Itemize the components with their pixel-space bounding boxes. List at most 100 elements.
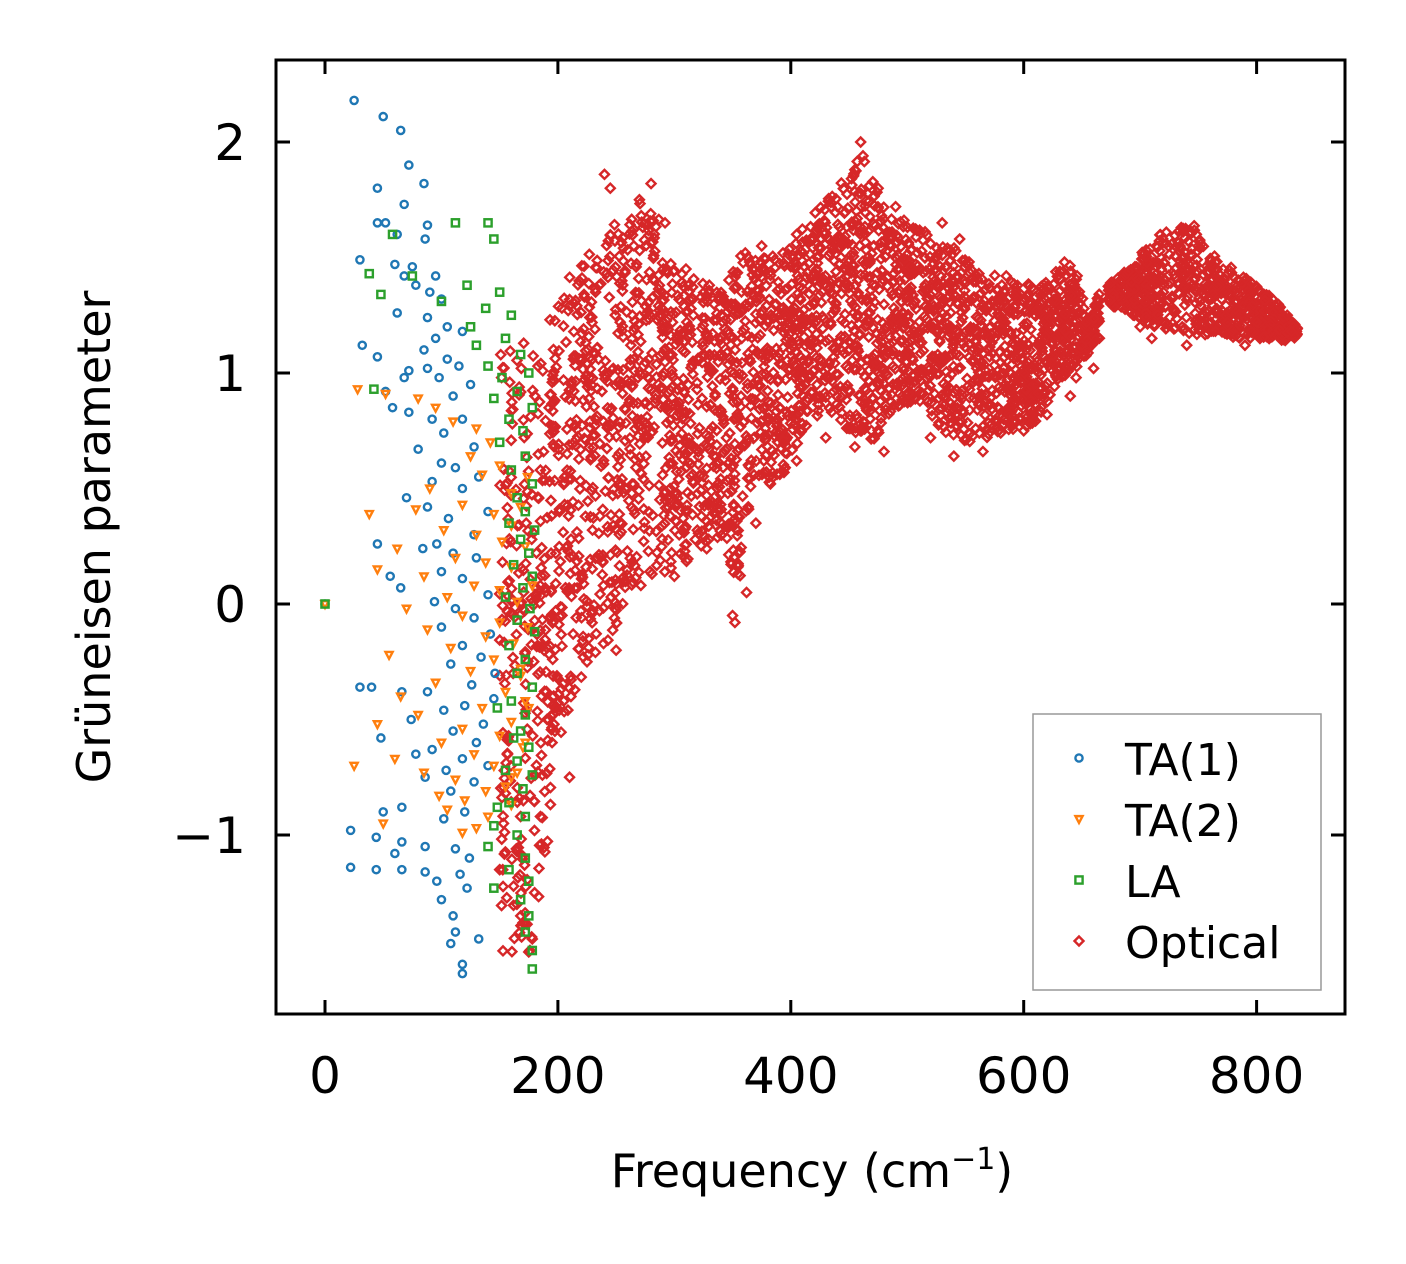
optical-point	[1150, 239, 1163, 253]
optical-point	[777, 305, 790, 319]
optical-point	[643, 524, 656, 537]
optical-point	[1183, 281, 1196, 294]
optical-point	[933, 333, 946, 347]
optical-point	[572, 642, 585, 655]
optical-point	[713, 480, 726, 494]
la-point	[527, 770, 538, 780]
optical-point	[962, 379, 975, 393]
optical-point	[574, 474, 587, 487]
optical-point	[967, 391, 981, 405]
optical-point	[868, 295, 881, 309]
optical-point	[1043, 319, 1056, 333]
optical-point	[547, 396, 560, 409]
optical-point	[810, 327, 823, 341]
optical-point	[623, 442, 637, 456]
optical-point	[831, 218, 845, 231]
optical-point	[569, 394, 582, 408]
optical-point	[691, 427, 704, 440]
optical-point	[934, 321, 947, 334]
optical-point	[871, 182, 885, 195]
optical-point	[1178, 231, 1192, 245]
y-tick-label: 2	[214, 114, 246, 172]
ta1-point	[478, 719, 489, 729]
optical-point	[678, 335, 692, 348]
optical-point	[858, 370, 872, 384]
optical-point	[939, 385, 952, 399]
optical-point	[758, 428, 772, 442]
optical-point	[1020, 384, 1033, 397]
optical-point	[691, 457, 705, 471]
optical-point	[632, 484, 646, 497]
optical-point	[648, 227, 661, 241]
optical-point	[818, 203, 832, 216]
la-point	[527, 402, 538, 413]
optical-point	[832, 368, 845, 381]
optical-point	[1002, 423, 1015, 436]
optical-point	[870, 357, 883, 370]
optical-point	[810, 378, 824, 391]
optical-point	[545, 736, 559, 749]
optical-point	[626, 295, 639, 309]
optical-point	[571, 308, 584, 321]
ta2-point	[447, 417, 459, 429]
ta2-point	[424, 484, 436, 496]
optical-point	[1011, 308, 1024, 321]
optical-point	[1059, 337, 1072, 350]
optical-point	[631, 345, 645, 359]
optical-point	[695, 510, 708, 523]
optical-point	[837, 281, 850, 294]
optical-point	[543, 427, 557, 440]
optical-point	[624, 353, 637, 367]
ta2-point	[526, 581, 538, 593]
optical-point	[613, 559, 626, 573]
optical-point	[615, 274, 629, 287]
optical-point	[784, 417, 797, 430]
optical-point	[672, 399, 685, 412]
optical-point	[793, 350, 807, 363]
optical-point	[773, 357, 786, 370]
optical-point	[587, 598, 601, 612]
optical-point	[563, 771, 576, 784]
optical-point	[835, 391, 848, 404]
optical-point	[890, 252, 903, 265]
optical-point	[572, 274, 586, 288]
optical-point	[964, 323, 978, 336]
optical-point	[924, 237, 937, 250]
optical-point	[505, 434, 518, 447]
optical-point	[584, 612, 597, 626]
optical-point	[528, 795, 541, 808]
optical-point	[617, 254, 630, 268]
optical-point	[877, 445, 891, 458]
optical-point	[778, 309, 791, 322]
optical-point	[896, 378, 909, 391]
la-point	[506, 696, 517, 706]
optical-point	[897, 320, 911, 334]
ta1-point	[441, 765, 451, 776]
ta1-point	[422, 686, 433, 697]
optical-point	[1030, 355, 1044, 368]
optical-point	[972, 341, 985, 354]
optical-point	[1009, 414, 1022, 427]
optical-point	[649, 392, 662, 405]
optical-point	[654, 400, 667, 414]
optical-point	[764, 265, 777, 278]
optical-point	[510, 842, 523, 856]
series-ta1	[320, 95, 500, 979]
ta1-point	[459, 807, 470, 817]
optical-point	[690, 376, 704, 390]
optical-point	[1176, 222, 1190, 235]
optical-point	[675, 427, 688, 440]
optical-point	[513, 791, 526, 805]
x-tick-label: 200	[510, 1047, 605, 1105]
ta2-point	[505, 717, 517, 729]
optical-point	[638, 515, 651, 529]
optical-point	[580, 655, 594, 668]
optical-point	[652, 304, 666, 317]
optical-point	[685, 489, 698, 503]
optical-point	[918, 310, 931, 323]
optical-point	[1122, 265, 1135, 278]
ta2-point	[496, 537, 508, 549]
optical-point	[663, 457, 676, 471]
optical-point	[1132, 272, 1145, 286]
optical-point	[866, 381, 879, 394]
